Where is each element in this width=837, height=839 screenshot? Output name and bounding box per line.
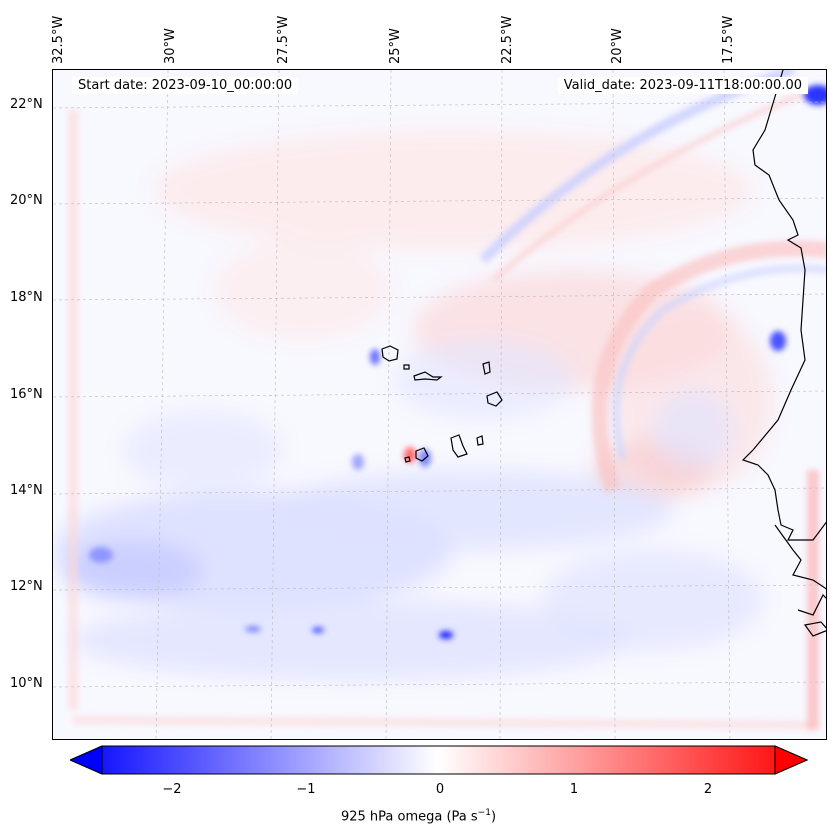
colorbar-tick-0: 0 <box>435 782 445 797</box>
lon-label-27-5w: 27.5°W <box>276 15 291 64</box>
colorbar-max-extension <box>774 745 809 775</box>
lon-label-30w: 30°W <box>163 28 178 64</box>
colorbar-tick-1: 1 <box>569 782 579 797</box>
map-panel <box>52 69 827 740</box>
lon-label-22-5w: 22.5°W <box>500 15 515 64</box>
lat-label-18n: 18°N <box>10 290 43 305</box>
graticule <box>53 70 826 739</box>
island-santiago <box>450 434 468 458</box>
island-brava <box>404 456 411 463</box>
lon-label-17-5w: 17.5°W <box>721 15 736 64</box>
colorbar-min-extension <box>70 745 103 775</box>
omega-peaks <box>89 85 826 639</box>
africa-coastline <box>741 70 826 541</box>
island-maio <box>476 435 484 446</box>
lat-label-22n: 22°N <box>10 97 43 112</box>
island-sao-nicolau <box>413 371 443 381</box>
valid-date-label: Valid_date: 2023-09-11T18:00:00.00 <box>557 77 808 94</box>
colorbar-tick-minus2: −2 <box>162 782 182 797</box>
lat-label-12n: 12°N <box>10 579 43 594</box>
colorbar <box>70 745 809 775</box>
lon-label-25w: 25°W <box>388 28 403 64</box>
coastlines <box>381 70 826 637</box>
lat-label-14n: 14°N <box>10 483 43 498</box>
island-fogo <box>415 447 429 462</box>
island-boa-vista <box>486 391 503 407</box>
colorbar-body <box>70 745 809 775</box>
island-santo-antao <box>381 345 399 362</box>
island-sal <box>482 361 491 375</box>
lat-label-10n: 10°N <box>10 676 43 691</box>
colorbar-label-close: ) <box>490 809 497 825</box>
start-date-label: Start date: 2023-09-10_00:00:00 <box>72 77 299 94</box>
omega-field-map <box>53 70 826 739</box>
omega-field-shading <box>53 70 826 739</box>
colorbar-tick-minus1: −1 <box>296 782 316 797</box>
colorbar-label-exponent: −1 <box>477 808 491 818</box>
lat-label-20n: 20°N <box>10 193 43 208</box>
lat-label-16n: 16°N <box>10 387 43 402</box>
colorbar-label: 925 hPa omega (Pa s−1) <box>0 808 837 824</box>
lon-label-32-5w: 32.5°W <box>51 15 66 64</box>
island-sao-vicente <box>403 364 410 370</box>
lon-label-20w: 20°W <box>610 28 625 64</box>
colorbar-label-text: 925 hPa omega (Pa s <box>340 809 478 825</box>
colorbar-tick-2: 2 <box>703 782 713 797</box>
